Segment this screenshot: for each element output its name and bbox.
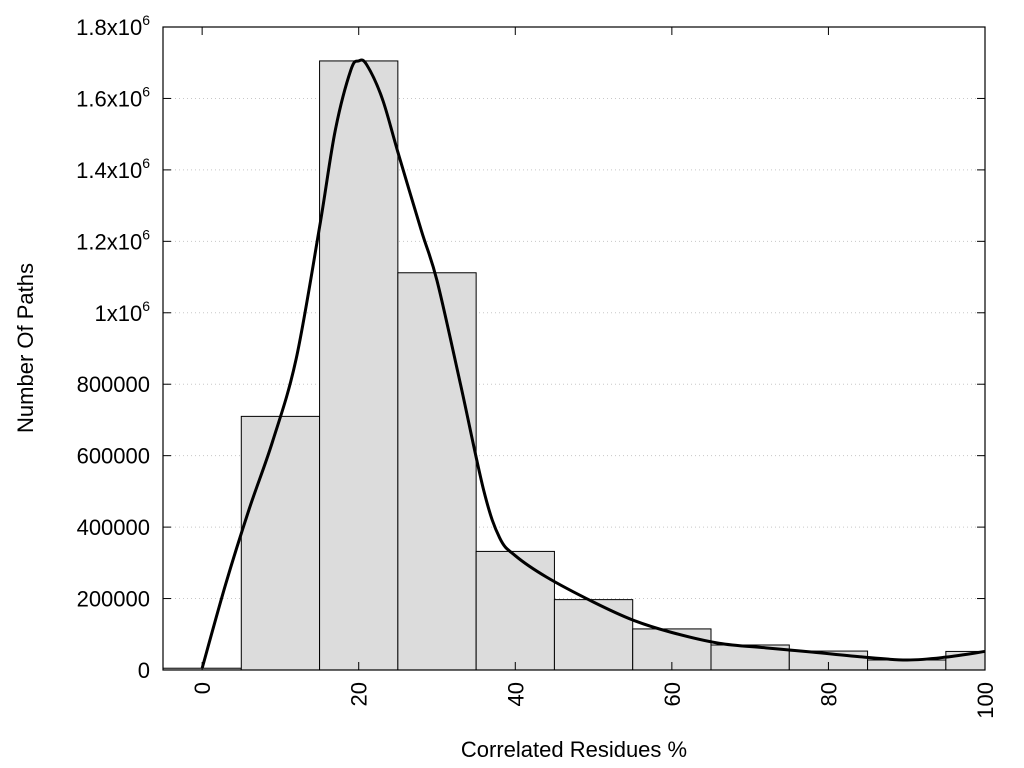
- y-tick-label: 200000: [77, 587, 150, 612]
- y-tick-label: 1.2x106: [76, 226, 150, 254]
- histogram-bar: [867, 659, 947, 671]
- y-tick-label: 400000: [77, 515, 150, 540]
- x-tick-label: 60: [660, 682, 685, 706]
- y-tick-label: 600000: [77, 444, 150, 469]
- x-tick-label: 20: [347, 682, 372, 706]
- x-tick-label: 40: [503, 682, 528, 706]
- histogram-bar: [553, 599, 634, 671]
- x-tick-label: 100: [973, 682, 998, 719]
- y-axis-label: Number Of Paths: [13, 263, 38, 433]
- y-axis-ticks: 0 200000 400000 600000 800000 1x106 1.2x106 1.4…: [76, 12, 985, 683]
- y-tick-label: 1.6x106: [76, 83, 150, 111]
- histogram-bar: [240, 415, 321, 671]
- x-tick-label: 80: [816, 682, 841, 706]
- y-tick-label: 800000: [77, 372, 150, 397]
- x-axis-ticks: 0 20 40 60 80 100: [190, 27, 998, 719]
- x-tick-label: 0: [190, 682, 215, 694]
- fit-curve: [200, 58, 986, 669]
- y-tick-label: 1x106: [94, 298, 150, 326]
- histogram-bars: [162, 60, 986, 671]
- y-tick-label: 1.8x106: [76, 12, 150, 40]
- histogram-bar: [397, 272, 477, 671]
- y-tick-label: 0: [138, 658, 150, 683]
- histogram-bar: [475, 550, 555, 671]
- plot-frame: [162, 26, 986, 671]
- x-axis-label: Correlated Residues %: [461, 737, 687, 762]
- y-tick-label: 1.4x106: [76, 155, 150, 183]
